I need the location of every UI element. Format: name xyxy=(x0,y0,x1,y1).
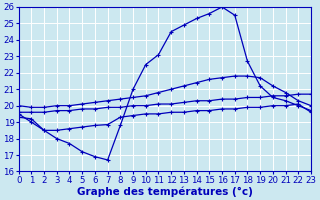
X-axis label: Graphe des températures (°c): Graphe des températures (°c) xyxy=(77,186,253,197)
